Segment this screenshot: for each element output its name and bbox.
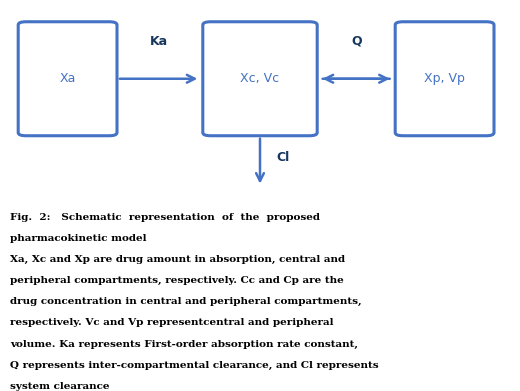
- FancyBboxPatch shape: [395, 22, 494, 136]
- Text: Ka: Ka: [150, 35, 167, 48]
- Text: Xp, Vp: Xp, Vp: [424, 72, 465, 85]
- Text: Q represents inter-compartmental clearance, and Cl represents: Q represents inter-compartmental clearan…: [10, 361, 379, 370]
- Text: volume. Ka represents First-order absorption rate constant,: volume. Ka represents First-order absorp…: [10, 339, 358, 348]
- Text: peripheral compartments, respectively. Cc and Cp are the: peripheral compartments, respectively. C…: [10, 276, 344, 285]
- Text: respectively. Vc and Vp representcentral and peripheral: respectively. Vc and Vp representcentral…: [10, 318, 334, 327]
- Text: Fig.  2:   Schematic  representation  of  the  proposed: Fig. 2: Schematic representation of the …: [10, 213, 320, 222]
- FancyBboxPatch shape: [18, 22, 117, 136]
- FancyBboxPatch shape: [203, 22, 317, 136]
- Text: pharmacokinetic model: pharmacokinetic model: [10, 234, 147, 243]
- Text: drug concentration in central and peripheral compartments,: drug concentration in central and periph…: [10, 297, 362, 306]
- Text: Q: Q: [351, 35, 361, 48]
- Text: Cl: Cl: [277, 151, 290, 164]
- Text: system clearance: system clearance: [10, 382, 110, 391]
- Text: Xc, Vc: Xc, Vc: [240, 72, 280, 85]
- Text: Xa, Xc and Xp are drug amount in absorption, central and: Xa, Xc and Xp are drug amount in absorpt…: [10, 255, 345, 264]
- Text: Xa: Xa: [59, 72, 76, 85]
